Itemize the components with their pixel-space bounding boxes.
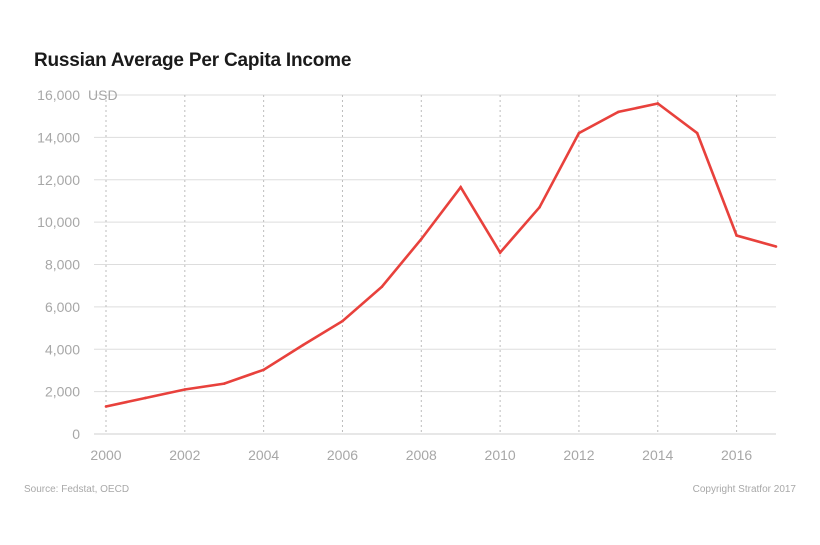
- copyright-note: Copyright Stratfor 2017: [692, 484, 796, 495]
- series-line: [105, 102, 777, 408]
- data-point: [459, 185, 463, 189]
- data-point: [222, 382, 226, 385]
- x-tick-label: 2014: [642, 447, 673, 463]
- data-point: [419, 237, 423, 241]
- y-tick-label: 2,000: [45, 384, 80, 400]
- data-point: [695, 131, 699, 135]
- data-point: [341, 319, 344, 323]
- data-point: [498, 251, 502, 254]
- x-tick-label: 2006: [327, 447, 358, 463]
- x-tick-label: 2002: [169, 447, 200, 463]
- x-tick-label: 2004: [248, 447, 279, 463]
- data-point: [735, 234, 738, 237]
- data-point: [656, 102, 660, 105]
- data-point: [104, 405, 108, 408]
- y-tick-label: 14,000: [37, 129, 80, 145]
- y-tick-label: 10,000: [37, 214, 80, 230]
- x-tick-label: 2010: [485, 447, 516, 463]
- data-point: [262, 368, 265, 372]
- data-series: [104, 102, 778, 408]
- x-tick-label: 2016: [721, 447, 752, 463]
- data-point: [617, 110, 620, 114]
- grid-lines: [94, 94, 776, 435]
- data-point: [577, 131, 581, 135]
- y-tick-label: 12,000: [37, 172, 80, 188]
- data-point: [144, 396, 147, 400]
- data-point: [538, 205, 541, 209]
- data-point: [301, 343, 305, 347]
- source-note: Source: Fedstat, OECD: [24, 484, 130, 495]
- data-point: [380, 285, 384, 289]
- x-tick-label: 2000: [90, 447, 121, 463]
- data-point: [183, 388, 187, 391]
- axis-labels: 0 2,000 4,000 6,000 8,000 10,000 12,000 14,000 1…: [37, 87, 752, 463]
- y-tick-label: 4,000: [45, 341, 80, 357]
- y-tick-label: 6,000: [45, 299, 80, 315]
- x-tick-label: 2008: [406, 447, 437, 463]
- y-unit-label: USD: [88, 87, 118, 103]
- data-point: [774, 245, 778, 248]
- y-tick-label: 0: [72, 426, 80, 442]
- y-tick-label: 16,000: [37, 87, 80, 103]
- x-tick-label: 2012: [563, 447, 594, 463]
- chart-title: Russian Average Per Capita Income: [34, 50, 352, 71]
- y-tick-label: 8,000: [45, 257, 80, 273]
